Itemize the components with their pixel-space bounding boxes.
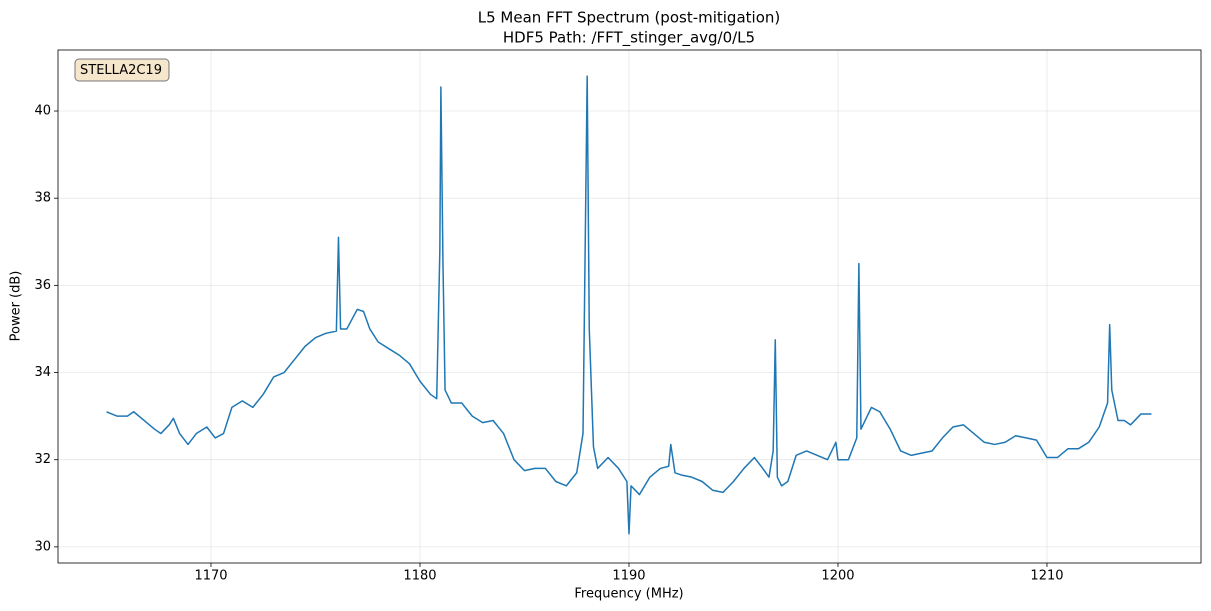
y-tick-label: 30 [34, 539, 51, 554]
chart-subtitle: HDF5 Path: /FFT_stinger_avg/0/L5 [503, 29, 755, 48]
x-tick-label: 1180 [403, 569, 436, 584]
x-tick-label: 1170 [194, 569, 227, 584]
x-tick-label: 1210 [1030, 569, 1063, 584]
y-axis-label: Power (dB) [9, 271, 24, 342]
x-tick-label: 1200 [821, 569, 854, 584]
x-axis-label: Frequency (MHz) [574, 587, 683, 602]
chart-title: L5 Mean FFT Spectrum (post-mitigation) [478, 9, 780, 27]
data-line [106, 75, 1152, 535]
plot-frame [57, 49, 1202, 564]
annotation: STELLA2C19 [80, 63, 162, 78]
y-tick-label: 38 [34, 191, 51, 206]
y-tick-label: 32 [34, 452, 51, 467]
annotation-box [74, 58, 170, 82]
y-tick-label: 36 [34, 278, 51, 293]
x-tick-label: 1190 [612, 569, 645, 584]
y-tick-label: 40 [34, 104, 51, 119]
y-tick-label: 34 [34, 365, 51, 380]
